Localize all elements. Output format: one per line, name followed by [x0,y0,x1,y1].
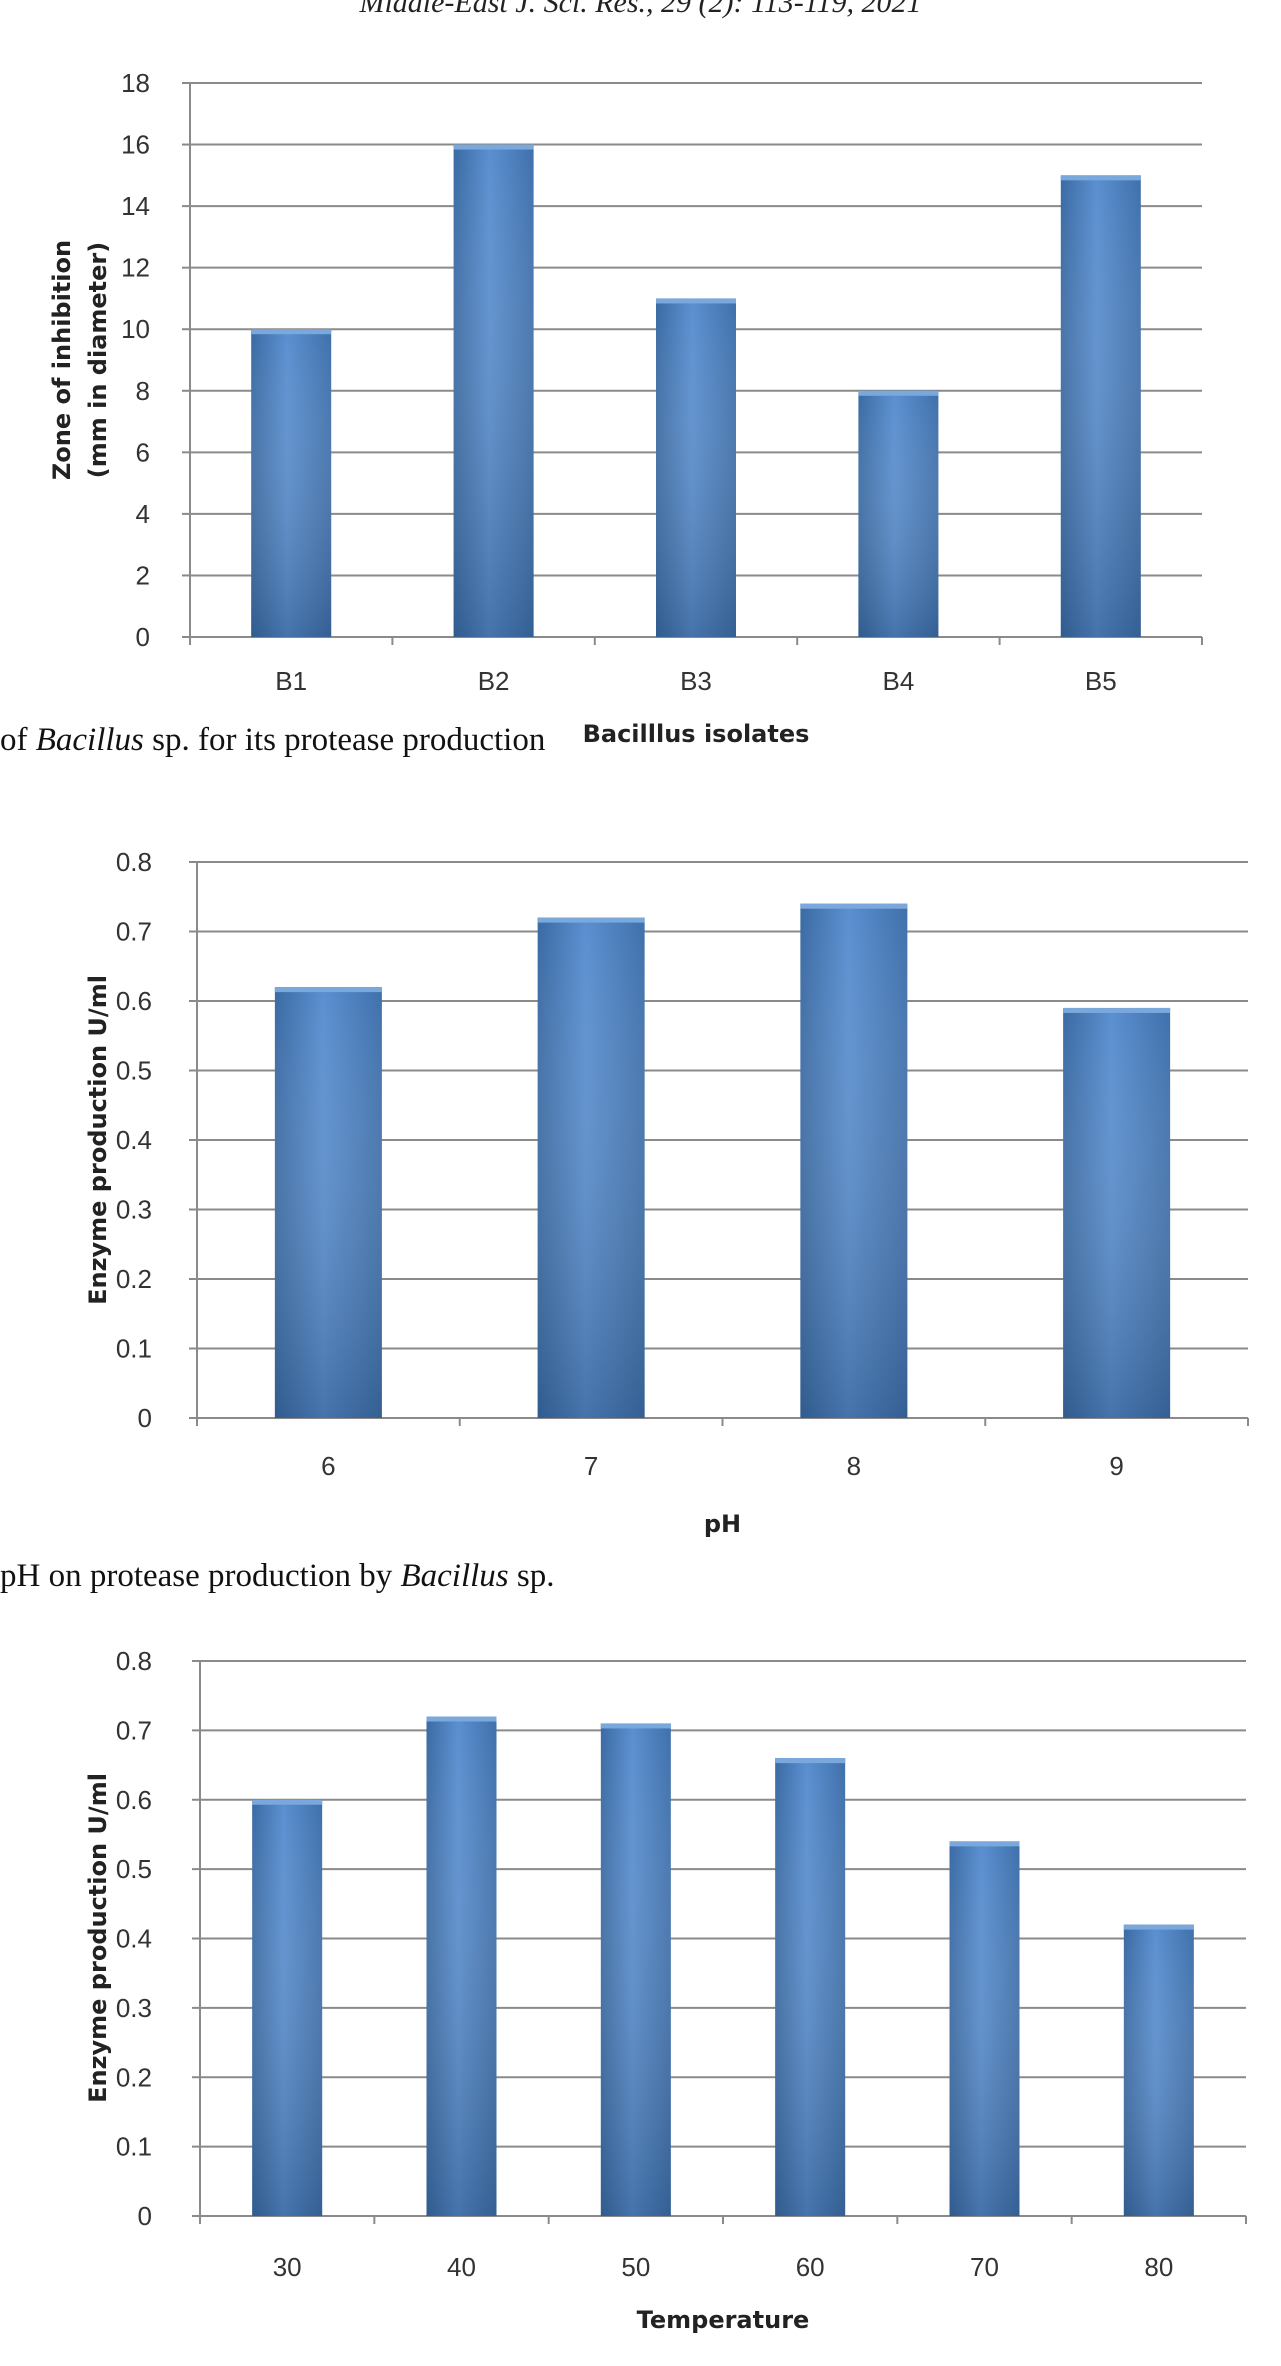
x-tick-label: 40 [447,2252,476,2282]
x-tick-label: 30 [273,2252,302,2282]
x-tick-label: 50 [621,2252,650,2282]
bar [800,903,908,1418]
y-tick-label: 18 [121,68,150,98]
x-tick-label: B2 [478,666,510,696]
y-axis-label: Enzyme production U/ml [84,1773,112,2103]
x-tick-label: 80 [1144,2252,1173,2282]
figure-caption-1: of Bacillus sp. for its protease product… [0,722,545,759]
bar [453,144,534,638]
y-tick-label: 0.2 [116,1264,152,1294]
x-tick-label: 6 [321,1451,335,1481]
y-tick-label: 2 [136,560,150,590]
x-tick-label: 7 [584,1451,598,1481]
y-tick-label: 14 [121,191,150,221]
figure-caption-2: pH on protease production by Bacillus sp… [0,1558,555,1595]
y-tick-label: 0.4 [116,1125,152,1155]
y-tick-label: 6 [136,437,150,467]
x-axis-label: Bacilllus isolates [583,720,810,748]
journal-header: Middle-East J. Sci. Res., 29 (2): 113-11… [359,0,922,19]
bar [1123,1924,1194,2216]
y-tick-label: 0.8 [116,1646,152,1676]
y-tick-label: 0.4 [116,1924,152,1954]
bar [949,1841,1020,2216]
y-tick-label: 0.3 [116,1993,152,2023]
y-tick-label: 10 [121,314,150,344]
bar [600,1723,671,2216]
bar [274,987,382,1418]
x-tick-label: 9 [1109,1451,1123,1481]
caption-2-post: sp. [508,1558,555,1594]
y-tick-label: 4 [136,499,150,529]
x-tick-label: B1 [275,666,307,696]
bar [656,298,736,637]
y-tick-label: 0.1 [116,2132,152,2162]
caption-1-post: sp. for its protease production [143,722,546,758]
y-tick-label: 0.8 [116,847,152,877]
caption-2-italic: Bacillus [400,1558,509,1594]
y-axis-label: Enzyme production U/ml [84,975,112,1305]
y-tick-label: 0 [136,622,150,652]
chart-ph-enzyme-production: 0 0.1 0.2 0.3 0.4 0.5 0.6 0.7 0.8 6 7 8 9 pH Enzyme pr… [84,847,1249,1538]
x-tick-label: B3 [680,666,712,696]
x-axis-label: pH [704,1510,741,1538]
x-tick-label: B4 [882,666,914,696]
caption-1-pre: of [0,722,36,758]
bar [858,390,939,637]
y-tick-label: 0.7 [116,917,152,947]
bar [426,1716,497,2216]
x-tick-label: 8 [847,1451,861,1481]
y-tick-label: 0.5 [116,1056,152,1086]
bar [251,329,332,637]
bar [252,1799,323,2216]
y-tick-label: 0.6 [116,986,152,1016]
y-axis-label: Zone of inhibition [48,240,76,480]
bar [1060,175,1141,638]
y-tick-label: 0 [138,2201,152,2231]
y-tick-label: 0.2 [116,2062,152,2092]
y-tick-label: 0.6 [116,1785,152,1815]
x-axis-label: Temperature [637,2306,810,2334]
bar [775,1758,846,2216]
x-tick-label: 70 [970,2252,999,2282]
y-tick-label: 16 [121,130,150,160]
y-tick-label: 0 [138,1403,152,1433]
bar [1063,1007,1171,1418]
caption-1-italic: Bacillus [35,722,144,758]
y-tick-label: 8 [136,376,150,406]
y-axis-label: (mm in diameter) [84,242,112,478]
bar [537,917,645,1418]
x-tick-label: B5 [1085,666,1117,696]
y-tick-label: 0.1 [116,1334,152,1364]
caption-2-pre: pH on protease production by [0,1558,401,1594]
y-tick-label: 12 [121,253,150,283]
chart-zone-of-inhibition: 0 2 4 6 8 10 12 14 16 18 B1 B2 B3 B4 B5 Bacilllus isola… [48,68,1203,748]
x-tick-label: 60 [796,2252,825,2282]
y-tick-label: 0.3 [116,1195,152,1225]
y-tick-label: 0.5 [116,1854,152,1884]
y-tick-label: 0.7 [116,1715,152,1745]
